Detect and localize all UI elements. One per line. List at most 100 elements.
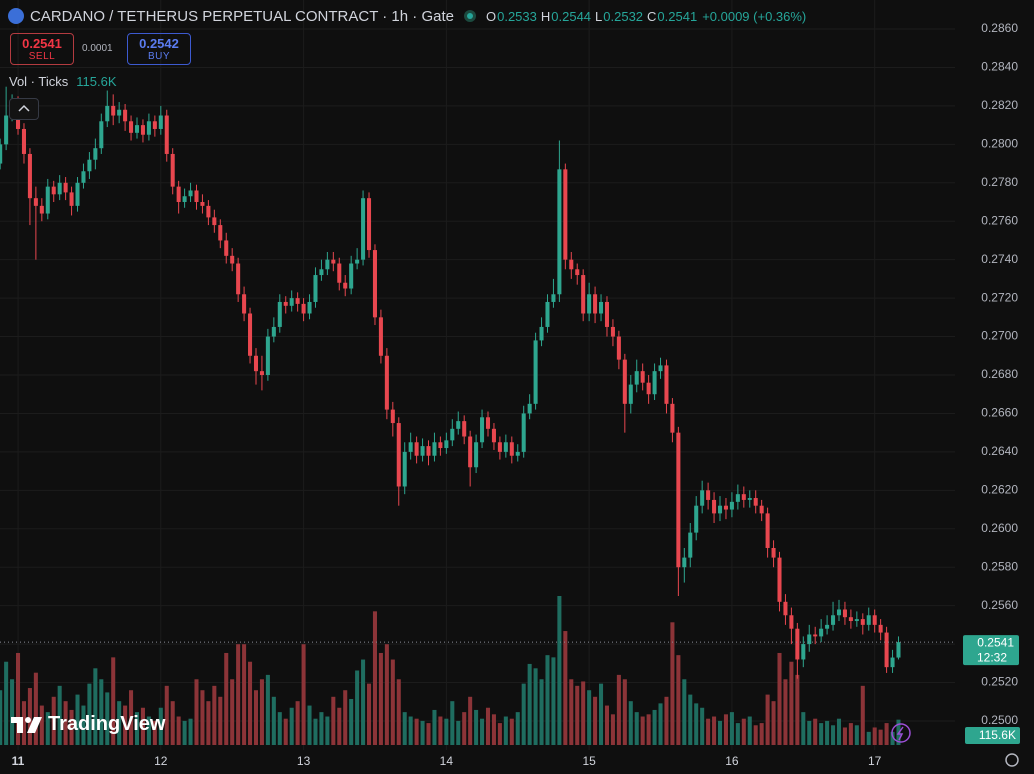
buy-button[interactable]: 0.2542 BUY	[127, 33, 191, 65]
volume-bar	[158, 707, 163, 745]
candle-body	[170, 153, 175, 187]
candle-body	[634, 371, 639, 385]
volume-bar	[188, 718, 193, 745]
candle-body	[158, 115, 163, 129]
candle-body	[218, 225, 223, 241]
volume-bar	[581, 681, 586, 745]
candle-body	[81, 171, 86, 183]
candle-body	[539, 326, 544, 341]
volume-bar	[682, 679, 687, 745]
candle-body	[176, 186, 181, 203]
candle-body	[688, 532, 693, 558]
candle-body	[420, 446, 425, 456]
candle-body	[349, 263, 354, 289]
volume-bar	[444, 718, 449, 745]
x-tick-label: 15	[582, 754, 596, 768]
volume-bar	[248, 661, 253, 745]
sell-button[interactable]: 0.2541 SELL	[10, 33, 74, 65]
volume-bar	[866, 731, 871, 745]
collapse-icon	[18, 104, 30, 112]
candle-body	[117, 109, 122, 116]
candle-body	[652, 371, 657, 395]
candle-body	[866, 615, 871, 625]
candle-body	[313, 275, 318, 302]
volume-bar	[420, 720, 425, 745]
ohlc-value: 0.2533	[497, 8, 537, 24]
ohlc-value: 0.2541	[657, 8, 698, 24]
volume-legend-value: 115.6K	[76, 74, 117, 89]
volume-bar	[712, 716, 717, 745]
volume-bar	[33, 672, 38, 745]
candle-body	[396, 423, 401, 487]
candle-body	[509, 442, 514, 456]
candle-body	[801, 644, 806, 660]
candle-body	[706, 490, 711, 500]
candle-body	[676, 432, 681, 568]
y-tick-label: 0.2600	[981, 521, 1018, 535]
collapse-button[interactable]	[9, 98, 39, 120]
sell-label: SELL	[28, 51, 56, 62]
candle-body	[765, 513, 770, 548]
candle-body	[456, 421, 461, 429]
candle-body	[378, 317, 383, 356]
candle-body	[842, 609, 847, 618]
candle-body	[527, 403, 532, 414]
volume-bar	[212, 685, 217, 745]
volume-bar	[236, 644, 241, 745]
candle-body	[402, 451, 407, 487]
candle-body	[646, 382, 651, 395]
volume-bar	[694, 703, 699, 745]
volume-bar	[230, 679, 235, 745]
alert-icon[interactable]	[891, 723, 911, 743]
volume-bar	[331, 696, 336, 745]
volume-bar	[842, 727, 847, 745]
candle-body	[819, 628, 824, 637]
volume-bar	[480, 718, 485, 745]
volume-bar	[610, 714, 615, 745]
volume-bar	[111, 657, 116, 745]
candle-body	[896, 642, 901, 658]
candle-body	[491, 428, 496, 443]
volume-bar	[438, 716, 443, 745]
candle-body	[343, 282, 348, 289]
volume-bar	[515, 712, 520, 745]
candle-body	[747, 498, 752, 500]
candle-body	[658, 365, 663, 372]
candle-body	[610, 326, 615, 337]
candle-body	[759, 505, 764, 514]
symbol-icon	[8, 8, 24, 24]
volume-bar	[152, 720, 157, 745]
volume-bar	[295, 701, 300, 745]
candle-body	[414, 442, 419, 456]
settings-icon[interactable]	[1005, 753, 1019, 767]
volume-bar	[361, 659, 366, 745]
volume-bar	[860, 685, 865, 745]
volume-bar	[634, 712, 639, 745]
candle-body	[890, 657, 895, 668]
candle-body	[753, 498, 758, 506]
volume-bar	[474, 709, 479, 745]
volume-bar	[801, 712, 806, 745]
volume-bar	[575, 685, 580, 745]
candle-body	[248, 313, 253, 356]
buy-label: BUY	[147, 51, 171, 62]
x-tick-label: 11	[12, 754, 25, 768]
volume-bar	[343, 690, 348, 745]
volume-bar	[301, 644, 306, 745]
candle-body	[253, 355, 259, 372]
candle-body	[4, 115, 9, 145]
volume-bar	[426, 723, 431, 745]
candle-body	[485, 417, 491, 429]
volume-bar	[491, 714, 496, 745]
candle-body	[134, 125, 140, 133]
volume-bar	[616, 674, 621, 745]
candle-body	[848, 617, 853, 622]
candle-body	[468, 436, 473, 468]
volume-bar	[819, 723, 824, 745]
candle-body	[604, 301, 610, 327]
y-tick-label: 0.2800	[981, 137, 1018, 151]
volume-bar	[765, 694, 770, 745]
volume-bar	[81, 705, 86, 745]
volume-bar	[599, 683, 604, 745]
volume-bar	[563, 631, 568, 745]
